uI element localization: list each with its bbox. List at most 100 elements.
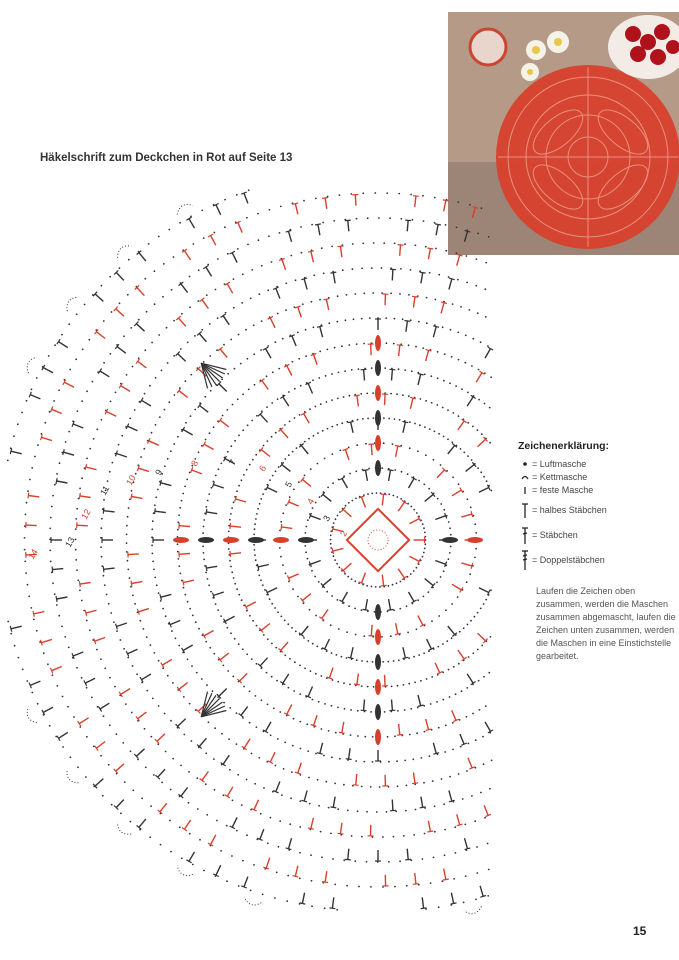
stitch-top: [323, 298, 330, 301]
chain-dot: [470, 459, 473, 461]
chain-dot: [306, 723, 309, 726]
stitch-mark: [78, 717, 89, 725]
chain-dot: [116, 630, 118, 632]
stitch-top: [283, 363, 290, 368]
leaf-stitch: [467, 537, 483, 543]
chain-dot: [450, 355, 453, 358]
chain-dot: [194, 621, 197, 624]
chain-dot: [402, 394, 404, 396]
stitch-top: [49, 406, 54, 413]
chain-dot: [247, 243, 249, 246]
stitch-mark: [160, 482, 172, 487]
stitch-top: [195, 366, 201, 372]
stitch-top: [139, 676, 144, 683]
stitch-mark: [310, 251, 315, 263]
chain-dot: [260, 699, 263, 702]
stitch-mark: [300, 444, 309, 455]
chain-dot: [182, 492, 185, 495]
chain-dot: [397, 659, 400, 662]
chain-dot: [348, 394, 351, 397]
stitch-top: [279, 680, 286, 686]
chain-dot: [62, 746, 64, 748]
chain-dot: [257, 569, 259, 572]
chain-dot: [16, 423, 19, 426]
stitch-mark: [52, 567, 64, 571]
chain-dot: [307, 640, 310, 642]
chain-dot: [315, 614, 317, 617]
chain-dot: [253, 543, 256, 546]
stitch-top: [62, 449, 65, 456]
chain-dot: [388, 860, 390, 863]
stitch-mark: [397, 568, 405, 579]
chain-dot: [385, 342, 388, 345]
chain-dot: [170, 719, 172, 722]
stitch-mark: [477, 438, 486, 448]
chain-dot: [487, 236, 490, 238]
chain-dot: [372, 686, 375, 688]
chain-dot: [242, 717, 244, 719]
chain-dot: [229, 518, 231, 521]
stitch-top: [272, 286, 279, 290]
chain-dot: [429, 703, 432, 705]
chain-dot: [407, 502, 409, 505]
stitch-mark: [414, 873, 417, 885]
chain-dot: [162, 263, 165, 265]
fan-stitch: [201, 709, 227, 718]
chain-dot: [26, 583, 29, 586]
chain-dot: [413, 655, 415, 658]
stitch-top: [461, 418, 467, 424]
chain-dot: [88, 629, 91, 632]
chain-dot: [223, 701, 226, 704]
leaf-stitch: [375, 335, 381, 351]
chain-dot: [470, 619, 472, 622]
fan-stitch: [201, 362, 227, 371]
chain-dot: [368, 317, 371, 319]
chain-dot: [24, 513, 27, 516]
chain-dot: [386, 735, 389, 738]
stitch-mark: [332, 528, 344, 533]
chain-dot: [414, 422, 416, 425]
chain-dot: [254, 554, 256, 556]
stitch-top: [51, 566, 54, 573]
chain-dot: [467, 421, 470, 424]
chain-dot: [436, 497, 439, 500]
chain-dot: [23, 548, 26, 551]
stitch-mark: [420, 796, 424, 808]
chain-dot: [360, 685, 363, 687]
stitch-top: [240, 191, 248, 195]
chain-dot: [396, 393, 398, 396]
chain-dot: [447, 521, 450, 523]
chain-dot: [330, 704, 333, 707]
chain-dot: [401, 318, 404, 321]
chain-dot: [100, 555, 103, 558]
stitch-mark: [275, 287, 281, 299]
chain-dot: [409, 421, 411, 423]
stitch-top: [134, 285, 140, 291]
chain-dot: [196, 777, 199, 780]
stitch-top: [217, 417, 223, 423]
chain-dot: [157, 705, 160, 707]
chain-dot: [423, 373, 426, 376]
chain-dot: [375, 492, 378, 494]
stitch-top: [479, 370, 485, 375]
stitch-top: [419, 271, 426, 274]
chain-dot: [274, 341, 277, 344]
chain-dot: [230, 632, 232, 635]
stitch-mark: [56, 596, 68, 600]
chain-dot: [372, 292, 375, 294]
chain-dot: [380, 267, 383, 269]
stitch-top: [217, 657, 223, 663]
chain-dot: [53, 593, 56, 596]
chain-dot: [291, 360, 294, 363]
chain-dot: [442, 698, 445, 701]
chain-dot: [233, 637, 236, 640]
row-number-label: 3: [321, 514, 332, 523]
chain-dot: [49, 527, 52, 530]
chain-dot: [298, 481, 300, 484]
stitch-top: [168, 621, 172, 628]
chain-dot: [230, 565, 232, 568]
chain-dot: [56, 473, 58, 475]
chain-dot: [405, 809, 407, 812]
chain-dot: [106, 480, 109, 482]
chain-dot: [91, 380, 94, 383]
